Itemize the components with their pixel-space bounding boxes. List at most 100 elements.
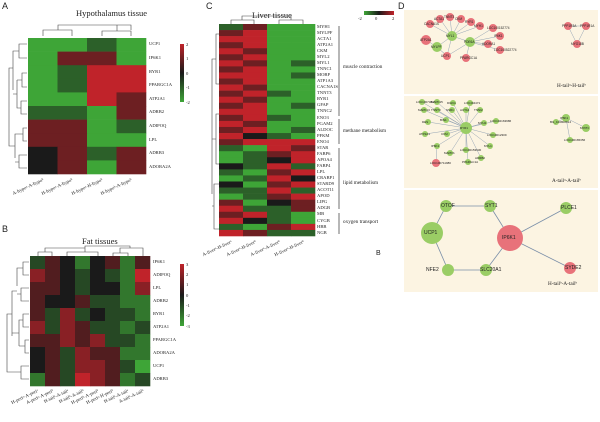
net3-node — [564, 262, 576, 274]
panel-c-cell — [219, 205, 244, 213]
panel-c-cell — [291, 24, 316, 31]
panel-c-row-label: NGB — [317, 229, 327, 235]
panel-b-color-scale — [180, 264, 184, 326]
panel-c-cell — [267, 193, 292, 200]
panel-c-cell — [267, 151, 292, 158]
panel-c-cell — [219, 114, 244, 122]
panel-c-cell — [243, 199, 268, 207]
panel-c-cell — [291, 223, 316, 231]
panel-b-cell — [105, 334, 121, 348]
panel-b-cell — [75, 269, 91, 283]
net2-node-label: LOC100153930 — [460, 148, 482, 152]
panel-a-cell — [116, 106, 147, 120]
net3-node — [560, 202, 572, 214]
net3-node — [484, 200, 496, 212]
panel-c-cell — [267, 169, 292, 176]
panel-b-cell — [60, 295, 76, 309]
panel-c-cell — [243, 84, 268, 91]
net2-node-label: TNNI2 — [474, 108, 483, 112]
panel-a-cell — [116, 133, 147, 148]
panel-c-cell — [291, 48, 316, 55]
panel-c-cell — [219, 96, 244, 104]
net1-node — [421, 35, 431, 45]
net2-node — [449, 107, 455, 113]
panel-c-row-label: CYGB — [317, 217, 330, 223]
panel-c-cell — [243, 24, 268, 31]
panel-b-cell — [60, 334, 76, 348]
net1-node-label: LOC100522774 — [494, 47, 517, 52]
panel-c-cell — [267, 223, 292, 231]
net1-node-label: TNNT3 — [444, 14, 455, 19]
panel-c-cell — [243, 193, 268, 200]
net2-node-label: CKM — [441, 132, 448, 136]
net3-node — [442, 264, 454, 276]
panel-c-cell — [219, 187, 244, 194]
panel-a-cell — [116, 146, 147, 161]
panel-a-cell — [57, 65, 88, 80]
panel-b-cell — [90, 269, 106, 283]
panel-c-cell — [267, 84, 292, 91]
panel-b-cell — [30, 256, 46, 270]
panel-c-cell — [219, 229, 244, 237]
panel-c-cell — [267, 175, 292, 182]
net2-node — [553, 119, 559, 125]
net2-node — [434, 99, 440, 105]
net2-node — [447, 150, 453, 156]
panel-c-cell — [243, 102, 268, 110]
panel-c-cell — [267, 133, 292, 140]
net2-node-label: IP6K1 — [431, 144, 440, 148]
panel-c-cell — [291, 151, 316, 158]
panel-b-cell — [90, 373, 106, 387]
panel-b-cell — [75, 282, 91, 296]
net1-node — [432, 42, 442, 52]
net1-node — [447, 31, 457, 41]
panel-c-cell — [219, 108, 244, 116]
panel-a-cell — [87, 92, 117, 107]
panel-c-row-label: STARD9 — [317, 181, 334, 187]
panel-c-cell — [267, 66, 292, 73]
panel-b-cell — [135, 321, 151, 335]
panel-b-cell — [105, 360, 121, 374]
panel-b-cell — [105, 308, 121, 322]
panel-c-row-label: LPL — [317, 169, 326, 174]
panel-b-cell — [90, 360, 106, 374]
panel-c-cell — [291, 102, 316, 110]
panel-c-cell — [243, 175, 268, 182]
net1-node — [426, 20, 434, 28]
net1-node — [496, 32, 504, 40]
panel-b-cell — [60, 282, 76, 296]
panel-a-cell — [116, 119, 147, 134]
panel-a-row-label: ADRB2 — [149, 109, 165, 115]
panel-a-letter: A — [2, 1, 9, 11]
panel-c-cell — [219, 66, 244, 73]
net2-node — [422, 131, 428, 137]
panel-b-cell — [90, 347, 106, 361]
panel-c-cell — [291, 72, 316, 79]
net1-node-label: LOC100152774 — [487, 25, 510, 30]
panel-c-cell — [267, 96, 292, 104]
panel-b-cell — [105, 256, 121, 270]
panel-c-cell — [219, 169, 244, 176]
net1-node-label: ADORA1 — [482, 41, 496, 46]
panel-c-row-label: FABP4 — [317, 162, 331, 168]
panel-c-group-brackets — [338, 26, 340, 234]
panel-c-cell — [267, 181, 292, 188]
panel-c-cell — [291, 66, 316, 73]
net2-node-label: IP6K1 — [560, 116, 569, 120]
panel-b-cell — [135, 334, 151, 348]
net3-node — [480, 264, 492, 276]
panel-c-row-label: MYLPF — [317, 29, 333, 35]
net1-node — [564, 22, 572, 30]
panel-c-cell — [219, 157, 244, 164]
panel-c-row-label: ATP1A3 — [317, 78, 334, 84]
panel-c-cell — [243, 42, 268, 49]
panel-a-cell — [57, 160, 88, 175]
panel-c-cell — [291, 163, 316, 170]
panel-c-cell — [291, 175, 316, 182]
panel-c-top-dendrogram — [230, 15, 304, 24]
net2-node — [434, 107, 440, 113]
panel-a-cell — [87, 51, 117, 66]
net2-node-label: BG_100802914 — [550, 120, 572, 124]
net1-node — [476, 22, 484, 30]
